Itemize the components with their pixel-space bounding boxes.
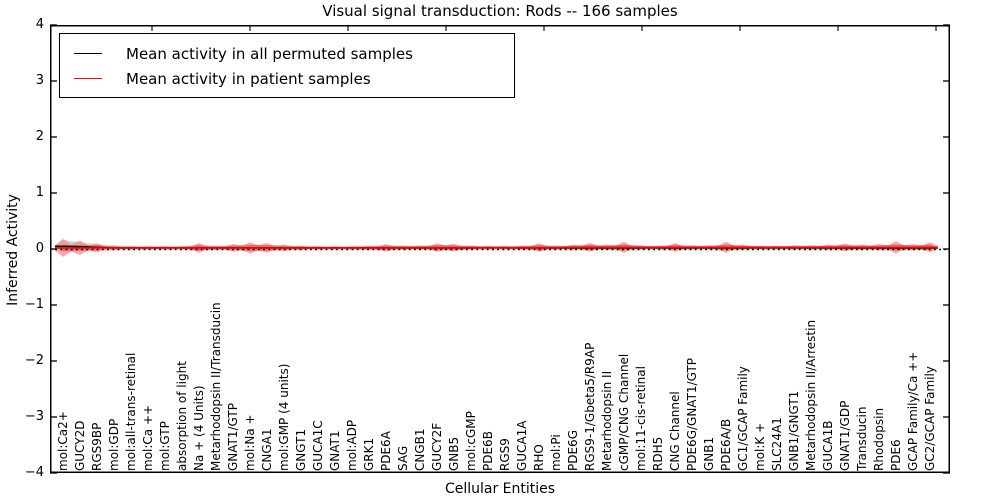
- x-tick-label: GNAT1: [328, 430, 342, 471]
- x-tick-label: mol:GMP (4 units): [277, 363, 291, 471]
- x-tick-label: Transducin: [855, 406, 869, 471]
- x-tick-label: RGS9-1/Gbeta5/R9AP: [583, 342, 597, 471]
- legend: Mean activity in all permuted samples Me…: [59, 33, 515, 98]
- y-tick-label: 2: [35, 129, 44, 144]
- x-tick-label: mol:Pi: [549, 434, 563, 471]
- legend-entry-label: Mean activity in all permuted samples: [126, 44, 413, 63]
- x-tick-label: PDE6: [889, 439, 903, 471]
- x-tick-label: GNB1: [702, 436, 716, 471]
- x-tick-label: GC1/GCAP Family: [736, 366, 750, 471]
- x-tick-label: GUCA1B: [821, 420, 835, 471]
- y-tick-label: 1: [35, 185, 44, 200]
- x-tick-label: Metarhodopsin II/Arrestin: [804, 319, 818, 471]
- x-tick-label: mol:11-cis-retinal: [634, 366, 648, 471]
- y-tick-label: −1: [24, 297, 44, 312]
- x-tick-label: mol:GDP: [107, 418, 121, 471]
- x-tick-label: PDE6G/GNAT1/GTP: [685, 357, 699, 471]
- y-tick-label: 0: [35, 241, 44, 256]
- x-tick-label: mol:Ca ++: [141, 404, 155, 471]
- x-tick-label: RGS9BP: [90, 422, 104, 471]
- x-tick-label: GUCA1C: [311, 420, 325, 471]
- legend-line-sample-patient-icon: [74, 78, 102, 79]
- x-tick-label: PDE6B: [481, 431, 495, 471]
- x-tick-label: mol:Na +: [243, 414, 257, 471]
- chart-title: Visual signal transduction: Rods -- 166 …: [322, 2, 678, 20]
- x-tick-label: GNAT1/GTP: [226, 403, 240, 471]
- legend-entry-label: Mean activity in patient samples: [126, 69, 371, 88]
- x-tick-label: GC2/GCAP Family: [923, 366, 937, 471]
- x-tick-label: RHO: [532, 444, 546, 471]
- x-tick-label: mol:Ca2+: [56, 411, 70, 471]
- x-tick-label: GRK1: [362, 437, 376, 471]
- x-tick-label: Na + (4 Units): [192, 385, 206, 471]
- y-tick-label: 4: [35, 17, 44, 32]
- x-tick-label: GNB5: [447, 436, 461, 471]
- x-tick-label: CNGB1: [413, 428, 427, 471]
- legend-line-sample-permuted-icon: [74, 53, 102, 54]
- x-tick-label: Metarhodopsin II/Transducin: [209, 302, 223, 471]
- x-tick-label: GNB1/GNGT1: [787, 390, 801, 471]
- x-tick-label: Metarhodopsin II: [600, 370, 614, 471]
- x-tick-label: mol:ADP: [345, 419, 359, 471]
- x-tick-label: SAG: [396, 445, 410, 471]
- x-tick-label: GCAP Family/Ca ++: [906, 351, 920, 471]
- x-tick-label: GUCY2F: [430, 422, 444, 471]
- x-tick-label: CNG Channel: [668, 391, 682, 471]
- x-tick-label: mol:cGMP: [464, 411, 478, 471]
- x-tick-label: mol:all-trans-retinal: [124, 352, 138, 471]
- x-tick-label: CNGA1: [260, 428, 274, 472]
- x-axis-label: Cellular Entities: [444, 481, 556, 497]
- y-tick-label: 3: [35, 73, 44, 88]
- x-tick-label: GNAT1/GDP: [838, 400, 852, 471]
- x-tick-label: GUCA1A: [515, 420, 529, 471]
- x-tick-label: GUCY2D: [73, 420, 87, 471]
- x-tick-label: mol:GTP: [158, 421, 172, 471]
- x-tick-label: PDE6A: [379, 431, 393, 471]
- legend-entry-permuted: Mean activity in all permuted samples: [74, 41, 514, 66]
- x-tick-label: GNGT1: [294, 428, 308, 471]
- y-tick-label: −4: [24, 465, 44, 480]
- x-tick-label: cGMP/CNG Channel: [617, 353, 631, 471]
- x-tick-label: mol:K +: [753, 422, 767, 471]
- y-tick-label: −3: [24, 409, 44, 424]
- x-tick-label: PDE6A/B: [719, 418, 733, 471]
- x-tick-label: Rhodopsin: [872, 407, 886, 471]
- x-tick-label: absorption of light: [175, 361, 189, 471]
- y-tick-label: −2: [24, 353, 44, 368]
- x-tick-label: RDH5: [651, 436, 665, 471]
- patient-mean-line: [55, 246, 938, 249]
- x-tick-label: SLC24A1: [770, 417, 784, 471]
- legend-entry-patient: Mean activity in patient samples: [74, 66, 514, 91]
- x-tick-label: RGS9: [498, 438, 512, 471]
- x-tick-label: PDE6G: [566, 430, 580, 471]
